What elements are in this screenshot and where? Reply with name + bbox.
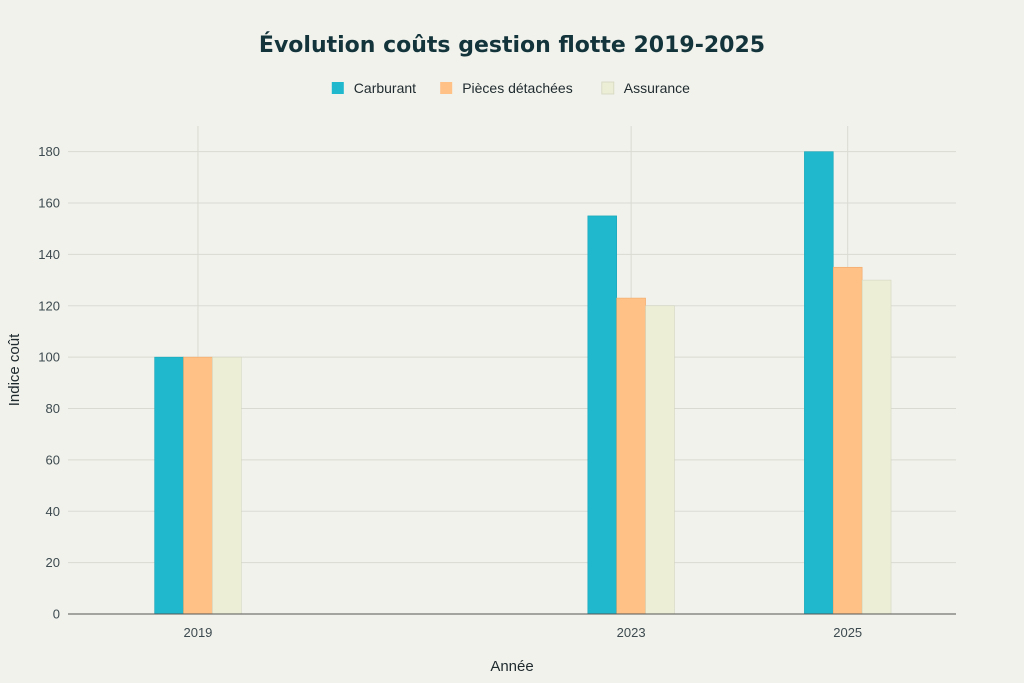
bar-pi-ces-d-tach-es-2019 (183, 356, 213, 615)
legend-item-label: Carburant (354, 80, 416, 96)
x-axis-title: Année (490, 658, 533, 675)
x-tick-label: 2019 (183, 625, 212, 640)
bar-carburant-2019 (154, 356, 184, 615)
y-axis-title: Indice coût (6, 333, 23, 406)
y-tick-label: 40 (46, 504, 60, 519)
y-tick-label: 140 (38, 247, 60, 262)
bar-pi-ces-d-tach-es-2023 (616, 297, 646, 615)
legend-swatch (331, 82, 344, 94)
bar-pi-ces-d-tach-es-2025 (832, 266, 863, 615)
y-tick-label: 180 (38, 144, 60, 159)
y-tick-label: 160 (38, 196, 60, 211)
chart-title: Évolution coûts gestion flotte 2019-2025 (259, 32, 765, 58)
legend-swatch (440, 82, 453, 94)
x-tick-label: 2025 (833, 625, 862, 640)
y-tick-label: 60 (46, 452, 60, 467)
legend-swatch (601, 81, 615, 95)
y-tick-label: 80 (46, 401, 60, 416)
bar-assurance-2019 (212, 356, 242, 615)
y-tick-label: 0 (53, 607, 60, 622)
y-tick-label: 20 (46, 555, 60, 570)
legend-item-label: Assurance (624, 80, 690, 96)
y-tick-label: 100 (38, 350, 60, 365)
bar-assurance-2023 (645, 305, 675, 615)
x-tick-label: 2023 (617, 625, 646, 640)
legend-item-label: Pièces détachées (462, 80, 573, 96)
bar-assurance-2025 (861, 279, 892, 615)
bar-carburant-2023 (587, 215, 617, 615)
legend: Carburant Pièces détachées Assurance (331, 80, 690, 96)
axes: 0 20 40 60 80 100 120 140 160 180 2019 2023 2025 (38, 144, 956, 640)
bars (154, 151, 892, 615)
y-tick-label: 120 (38, 298, 60, 313)
bar-carburant-2025 (804, 151, 834, 615)
